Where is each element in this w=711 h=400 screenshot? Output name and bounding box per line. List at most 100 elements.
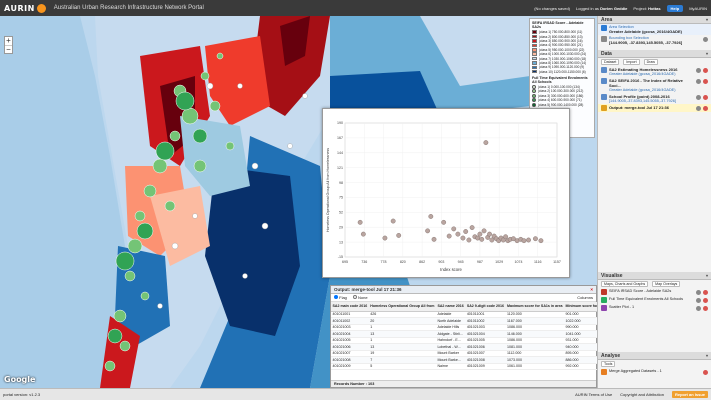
dataset-item[interactable]: School Profile (point) 2008-2016 [144.900… xyxy=(598,93,711,104)
scatter-point[interactable] xyxy=(479,236,485,242)
visualise-section-header[interactable]: Visualise ▾ xyxy=(598,272,711,280)
area-selection-item[interactable]: Area Selection Greater Adelaide (gccsa_20… xyxy=(598,24,711,35)
table-row[interactable]: 401021004 13 Aldgate - Stirli... 401021004 1… xyxy=(331,330,600,338)
edit-icon[interactable] xyxy=(696,290,701,295)
table-row[interactable]: 401011001 426 Adelaide 401011001 1120.000 901… xyxy=(331,311,600,318)
table-row[interactable]: 401021005 1 Hahndorf - E... 401021005 1086.0… xyxy=(331,337,600,344)
dataset-item[interactable]: SA2 SEIFA 2016 - The Index of Relative S… xyxy=(598,77,711,93)
scatter-point[interactable] xyxy=(441,219,447,225)
edit-icon[interactable] xyxy=(696,106,701,111)
edit-icon[interactable] xyxy=(696,306,701,311)
scatter-plot-window[interactable]: 695 736 778 820 862 903 945 987 1029 1074 1116 1157… xyxy=(322,108,570,278)
area-section-header[interactable]: Area ▾ xyxy=(598,16,711,24)
edit-icon[interactable] xyxy=(703,37,708,42)
zoom-in-button[interactable]: + xyxy=(5,36,12,46)
tools-button[interactable]: Tools xyxy=(601,361,616,367)
table-row[interactable]: 401021006 13 Lobethal - W... 401021006 1081.… xyxy=(331,343,600,351)
scatter-point[interactable] xyxy=(431,236,437,242)
delete-icon[interactable] xyxy=(703,68,708,73)
scatter-point[interactable] xyxy=(466,237,472,243)
scatter-point[interactable] xyxy=(455,231,461,237)
table-row[interactable]: 401011002 20 North Adelaide 401011002 1167.0… xyxy=(331,317,600,325)
table-row[interactable]: 401021003 1 Adelaide Hills 401021003 1086.00… xyxy=(331,324,600,331)
scatter-point[interactable] xyxy=(469,225,475,230)
analysis-item[interactable]: Merge Aggregated Datasets - 1 xyxy=(598,368,711,376)
edit-icon[interactable] xyxy=(696,95,701,100)
scatter-point[interactable] xyxy=(487,231,492,237)
dataset-item[interactable]: SA2 Estimating Homelessness 2016 Greater … xyxy=(598,66,711,77)
scatter-point[interactable] xyxy=(477,231,483,237)
scatter-point[interactable] xyxy=(489,237,495,243)
scatter-point[interactable] xyxy=(396,233,402,238)
report-issue-button[interactable]: Report an Issue xyxy=(671,391,708,398)
scatter-point[interactable] xyxy=(360,231,366,237)
column-header[interactable]: Maximum score for SA1s in area xyxy=(505,302,564,312)
scatter-point[interactable] xyxy=(475,235,481,241)
maps-charts-button[interactable]: Maps, Charts and Graphs xyxy=(601,281,649,287)
copyright-link[interactable]: Copyright and Attribution xyxy=(620,392,664,397)
edit-icon[interactable] xyxy=(696,79,701,84)
table-row[interactable]: 401021009 5 Nairne 401021009 1061.000 992.000 xyxy=(331,363,600,370)
edit-icon[interactable] xyxy=(696,298,701,303)
column-header[interactable]: SA2 main code 2016 xyxy=(331,302,369,312)
scatter-point[interactable] xyxy=(521,238,527,244)
visualisation-item[interactable]: Scatter Plot - 1 xyxy=(598,304,711,312)
scatter-point[interactable] xyxy=(463,229,469,234)
scatter-point[interactable] xyxy=(390,218,396,224)
scatter-point[interactable] xyxy=(428,214,434,219)
import-button[interactable]: Import xyxy=(623,59,640,65)
help-button[interactable]: Help xyxy=(666,4,684,12)
project-name[interactable]: Hottas xyxy=(648,5,661,11)
user-name[interactable]: Dorien Geddie xyxy=(600,5,628,11)
delete-icon[interactable] xyxy=(703,306,708,311)
none-radio[interactable]: None xyxy=(352,295,368,300)
table-row[interactable]: 401021008 7 Mount Barke... 401021008 1073.00… xyxy=(331,356,600,364)
scatter-point[interactable] xyxy=(481,228,487,234)
map-overlays-button[interactable]: Map Overlays xyxy=(652,281,681,287)
scatter-point[interactable] xyxy=(503,234,509,240)
bbox-selection-item[interactable]: Bounding box Selection [144.9005, -37.839… xyxy=(598,35,711,46)
analyse-section-header[interactable]: Analyse ▾ xyxy=(598,352,711,360)
myaurin-menu[interactable]: MyAURIN xyxy=(689,5,707,11)
edit-icon[interactable] xyxy=(696,68,701,73)
flag-radio[interactable]: Flag xyxy=(334,295,347,300)
terms-link[interactable]: AURIN Terms of Use xyxy=(575,392,613,397)
scatter-point[interactable] xyxy=(500,237,506,243)
dataset-button[interactable]: Dataset xyxy=(601,59,620,65)
scatter-point[interactable] xyxy=(526,237,531,243)
delete-icon[interactable] xyxy=(703,95,708,100)
column-header[interactable]: Homeless Operational Group All from xyxy=(368,302,436,312)
output-table-window[interactable]: Output: merge-tool Jul 17 21:36 × Flag N… xyxy=(330,285,600,388)
collapse-icon[interactable]: ▾ xyxy=(705,273,708,278)
scatter-point[interactable] xyxy=(357,219,363,225)
scatter-point[interactable] xyxy=(425,228,430,234)
table-row[interactable]: 401021007 19 Mount Barker 401021007 1112.000… xyxy=(331,350,600,357)
zoom-out-button[interactable]: − xyxy=(6,45,11,54)
scatter-point[interactable] xyxy=(533,236,538,242)
close-icon[interactable]: × xyxy=(590,287,593,292)
collapse-icon[interactable]: ▾ xyxy=(705,17,708,22)
visualisation-item[interactable]: SEIFA IRSAD Score - Adelaide SA2s xyxy=(598,288,711,296)
scatter-point[interactable] xyxy=(483,140,489,146)
scatter-point[interactable] xyxy=(538,238,544,244)
scatter-point[interactable] xyxy=(382,235,388,241)
table-window-header[interactable]: Output: merge-tool Jul 17 21:36 × xyxy=(331,286,596,294)
collapse-icon[interactable]: ▾ xyxy=(705,51,708,56)
columns-button[interactable]: Columns xyxy=(577,295,593,300)
scatter-point[interactable] xyxy=(511,236,516,242)
delete-icon[interactable] xyxy=(703,298,708,303)
delete-icon[interactable] xyxy=(703,290,708,295)
visualisation-item[interactable]: Full Time Equivalent Enrolments All Scho… xyxy=(598,296,711,304)
data-section-header[interactable]: Data ▾ xyxy=(598,50,711,58)
scatter-point[interactable] xyxy=(460,235,466,241)
column-header[interactable]: Minimum score for xyxy=(564,302,600,312)
column-header[interactable]: SA2 name 2016 xyxy=(435,302,466,312)
scatter-point[interactable] xyxy=(451,226,457,232)
delete-icon[interactable] xyxy=(703,79,708,84)
column-header[interactable]: SA2 9-digit code 2016 xyxy=(465,302,506,312)
delete-icon[interactable] xyxy=(703,106,708,111)
delete-icon[interactable] xyxy=(703,370,708,375)
scatter-point[interactable] xyxy=(446,233,452,239)
collapse-icon[interactable]: ▾ xyxy=(705,353,708,358)
aurin-logo[interactable]: AURIN xyxy=(4,3,48,13)
